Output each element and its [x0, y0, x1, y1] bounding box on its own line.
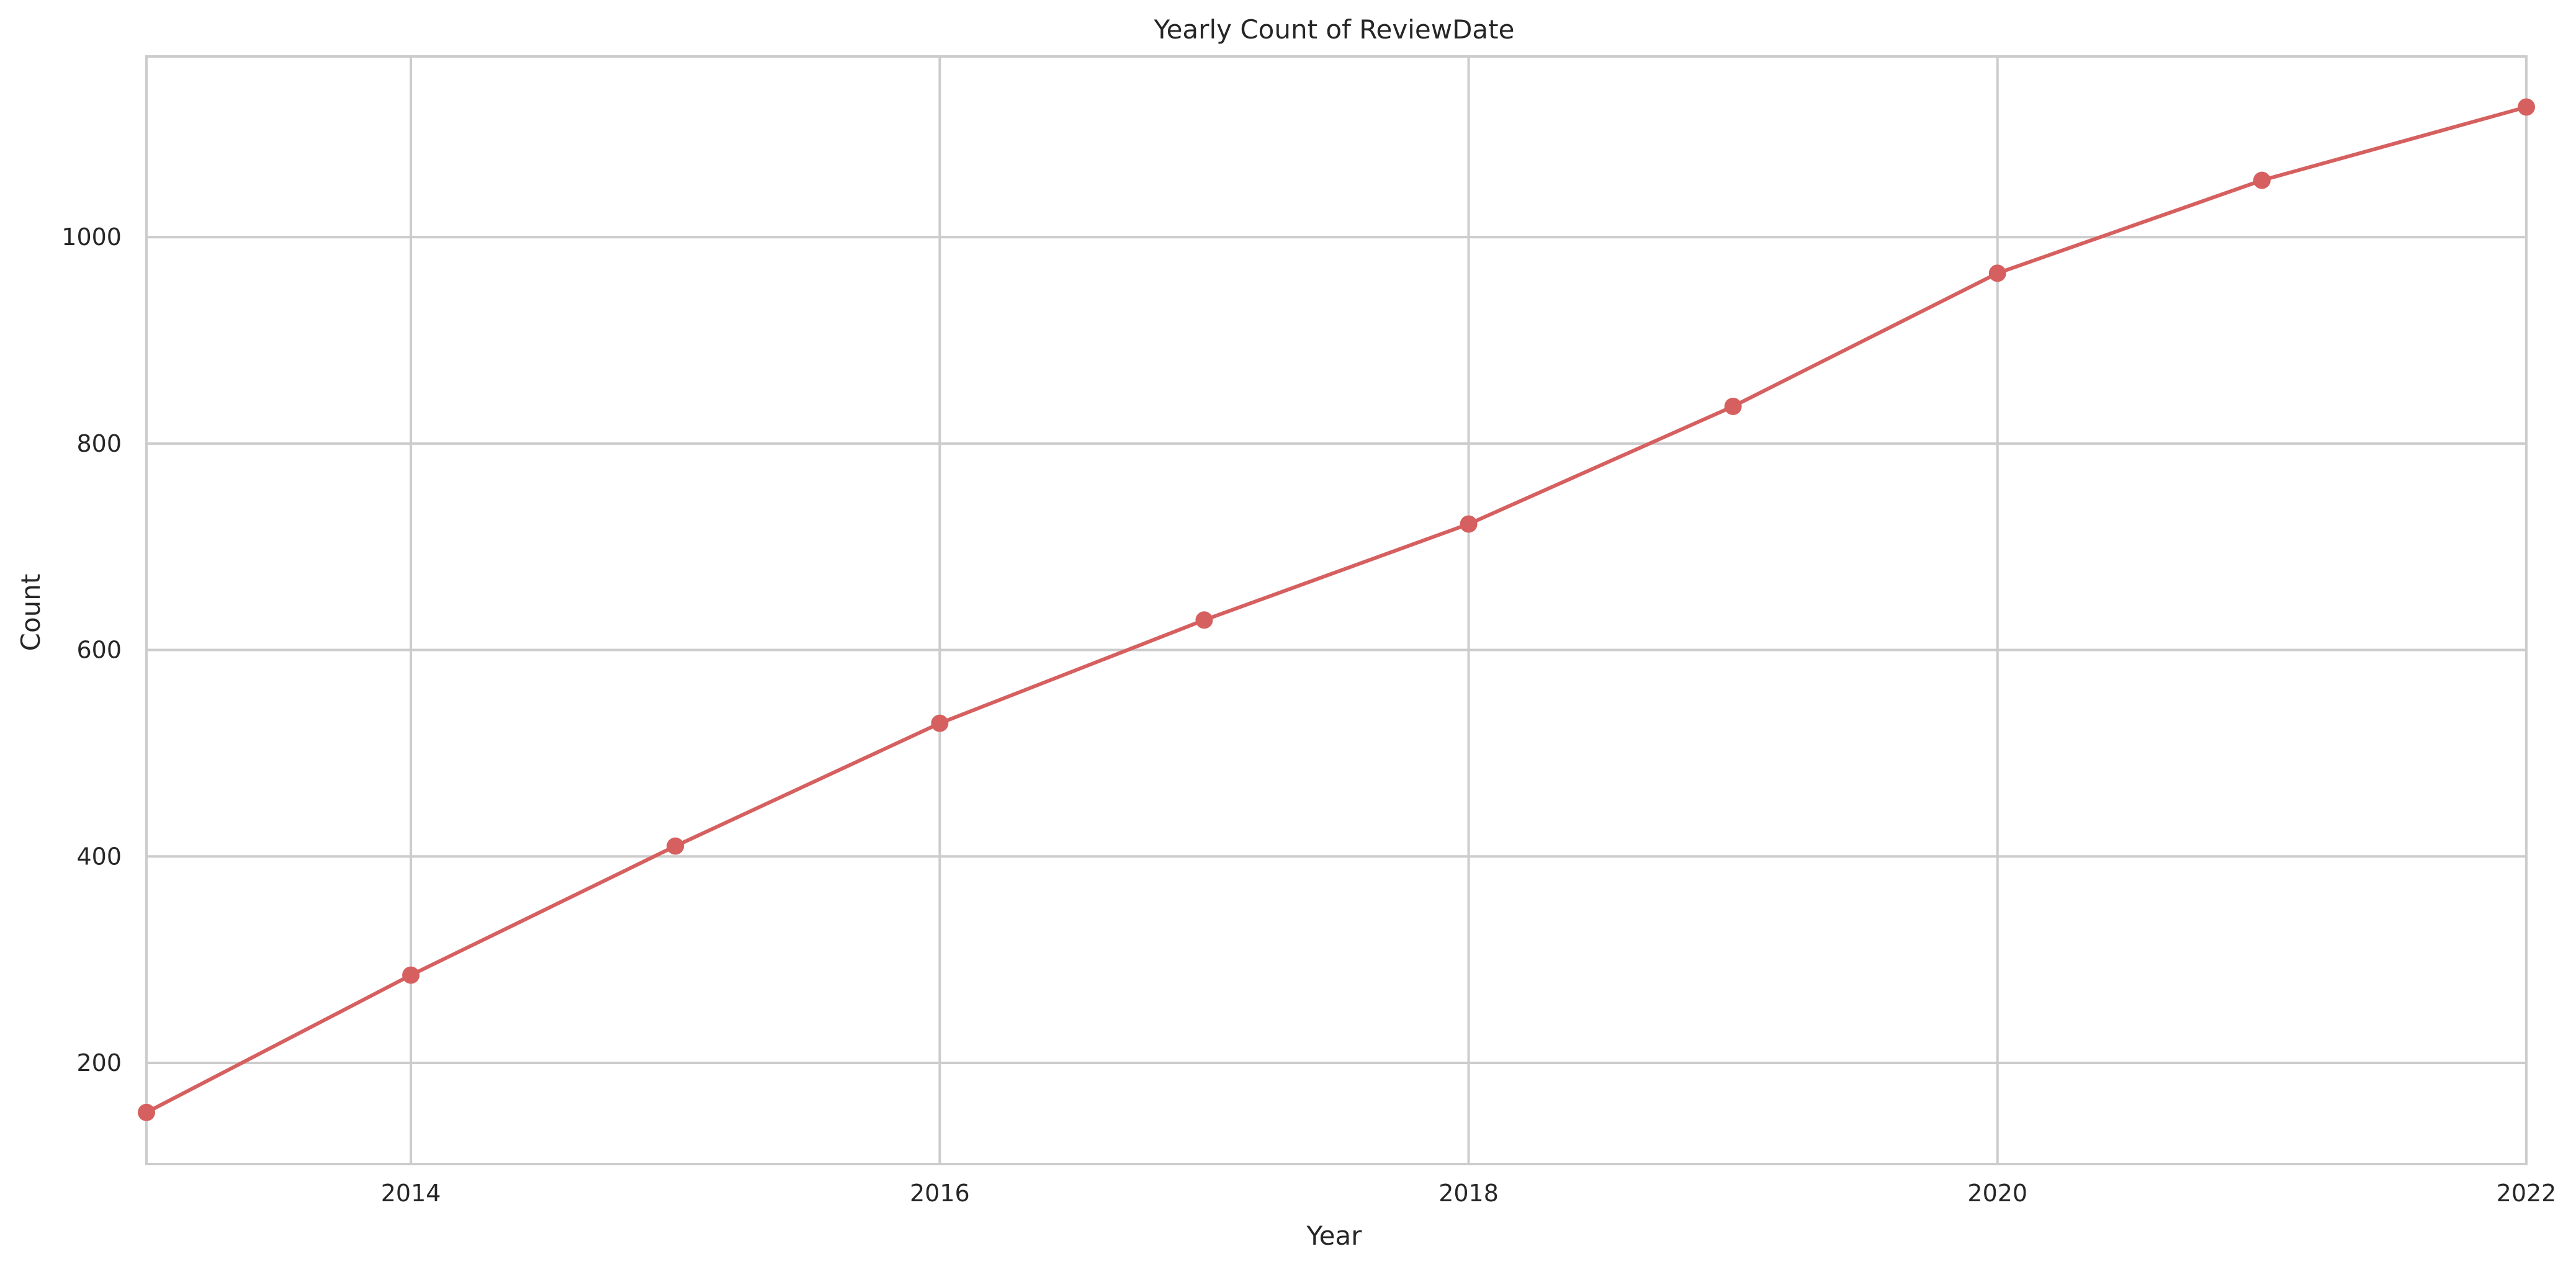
- data-point: [1460, 515, 1478, 533]
- grid-lines: [146, 56, 2528, 1164]
- data-point: [402, 966, 420, 984]
- data-point: [1988, 264, 2006, 282]
- x-tick-label: 2014: [381, 1180, 441, 1207]
- data-point: [1195, 611, 1213, 629]
- series-line: [145, 105, 2528, 1114]
- data-point: [1724, 397, 1742, 415]
- x-tick-label: 2016: [910, 1180, 970, 1207]
- series-layer: [138, 98, 2535, 1121]
- y-tick-label: 800: [76, 430, 122, 457]
- plot-area-frame: [145, 55, 2528, 1165]
- tick-labels: 2014 2016 2018 2020 2022 200 400 600 800 1000: [61, 223, 2556, 1207]
- data-point: [2253, 171, 2271, 189]
- data-point: [931, 714, 949, 732]
- x-axis-label: Year: [1306, 1220, 1363, 1251]
- y-tick-label: 1000: [61, 223, 122, 251]
- data-point: [666, 837, 684, 855]
- data-point: [2518, 98, 2535, 116]
- y-tick-label: 400: [76, 843, 122, 870]
- y-tick-label: 200: [76, 1049, 122, 1077]
- chart-title: Yearly Count of ReviewDate: [1154, 14, 1515, 45]
- data-point: [138, 1103, 155, 1121]
- x-tick-label: 2020: [1967, 1180, 2027, 1207]
- x-tick-label: 2018: [1438, 1180, 1499, 1207]
- y-axis-label: Count: [16, 574, 46, 652]
- x-tick-label: 2022: [2497, 1180, 2557, 1207]
- y-tick-label: 600: [76, 637, 122, 664]
